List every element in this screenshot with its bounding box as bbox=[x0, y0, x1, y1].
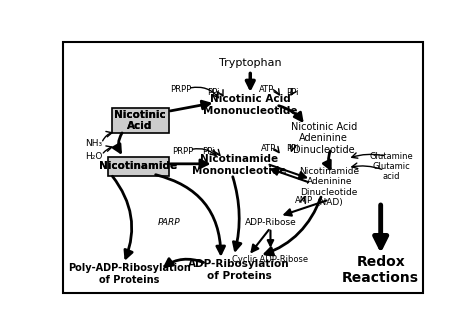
Text: Nicotinamide: Nicotinamide bbox=[99, 161, 177, 171]
Text: ATP: ATP bbox=[261, 144, 276, 153]
Text: Nicotinic Acid
Mononucleotide: Nicotinic Acid Mononucleotide bbox=[203, 94, 298, 116]
Text: Glutamic
acid: Glutamic acid bbox=[373, 162, 410, 181]
Text: Glutamine: Glutamine bbox=[370, 152, 414, 161]
Text: PPi: PPi bbox=[286, 88, 299, 97]
Text: ATP: ATP bbox=[259, 85, 274, 94]
FancyBboxPatch shape bbox=[111, 108, 169, 132]
Text: PPi: PPi bbox=[202, 146, 214, 156]
Text: PARP: PARP bbox=[158, 218, 181, 227]
Text: Poly-ADP-Ribosylation
of Proteins: Poly-ADP-Ribosylation of Proteins bbox=[68, 263, 191, 285]
Text: Nicotinic Acid
Adeninine
Dinucleotide: Nicotinic Acid Adeninine Dinucleotide bbox=[291, 122, 357, 155]
Text: Cyclic ADP-Ribose: Cyclic ADP-Ribose bbox=[232, 255, 309, 264]
Text: AMP: AMP bbox=[294, 197, 312, 206]
Text: ADP-Ribose: ADP-Ribose bbox=[245, 218, 296, 227]
Text: PRPP: PRPP bbox=[172, 146, 193, 156]
Text: Nicotinic
Acid: Nicotinic Acid bbox=[114, 110, 166, 131]
Text: ADP-Ribosylation
of Proteins: ADP-Ribosylation of Proteins bbox=[189, 259, 290, 281]
Text: PPi: PPi bbox=[207, 88, 220, 97]
Text: NH₃: NH₃ bbox=[86, 139, 103, 148]
Text: Nicotinamide: Nicotinamide bbox=[99, 161, 177, 171]
Text: Redox
Reactions: Redox Reactions bbox=[342, 255, 419, 285]
Text: Nicotinamide
Adeninine
Dinucleotide
(NAD): Nicotinamide Adeninine Dinucleotide (NAD… bbox=[299, 167, 359, 207]
Text: Nicotinamide
Mononucleotide: Nicotinamide Mononucleotide bbox=[192, 154, 286, 176]
FancyBboxPatch shape bbox=[108, 157, 169, 176]
Text: PRPP: PRPP bbox=[170, 85, 191, 94]
Text: Nicotinic
Acid: Nicotinic Acid bbox=[114, 110, 166, 131]
Text: Tryptophan: Tryptophan bbox=[219, 58, 282, 68]
Text: H₂O: H₂O bbox=[85, 152, 103, 161]
Text: PPi: PPi bbox=[286, 144, 299, 153]
